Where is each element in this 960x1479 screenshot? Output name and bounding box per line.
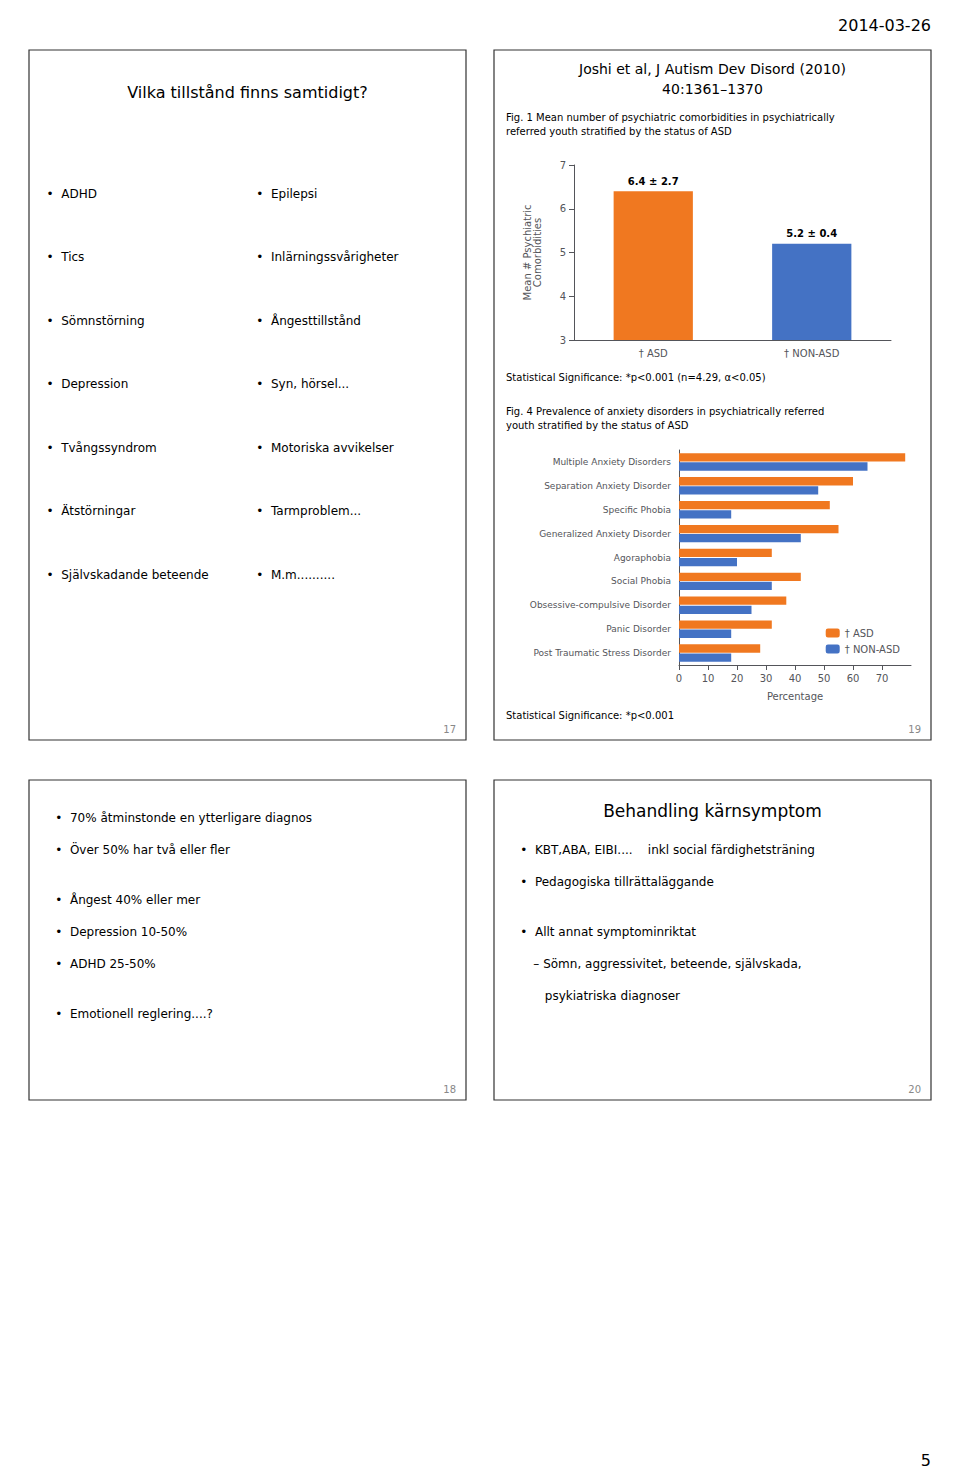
svg-text:Statistical Significance: *p<0: Statistical Significance: *p<0.001 (n=4.… <box>506 372 766 383</box>
svg-text:referred youth stratified by t: referred youth stratified by the status … <box>506 126 732 137</box>
svg-text:Multiple Anxiety Disorders: Multiple Anxiety Disorders <box>553 457 672 467</box>
svg-text:70: 70 <box>876 673 889 684</box>
svg-text:• Depression 10-50%: • Depression 10-50% <box>55 925 187 939</box>
svg-text:• Över 50% har två eller fler: • Över 50% har två eller fler <box>55 841 230 857</box>
svg-text:• ADHD: • ADHD <box>46 187 96 201</box>
svg-text:• Motoriska avvikelser: • Motoriska avvikelser <box>256 441 394 455</box>
svg-text:6: 6 <box>560 203 566 214</box>
svg-text:• KBT,ABA, EIBI.... inkl s: • KBT,ABA, EIBI.... inkl social färdighe… <box>520 843 815 857</box>
svg-text:• Självskadande beteende: • Självskadande beteende <box>46 568 208 582</box>
svg-text:4: 4 <box>560 291 566 302</box>
svg-text:• Syn, hörsel...: • Syn, hörsel... <box>256 377 349 391</box>
svg-text:Mean # Psychiatric: Mean # Psychiatric <box>521 204 533 301</box>
svg-text:40: 40 <box>789 673 802 684</box>
svg-text:Joshi et al, J Autism Dev Diso: Joshi et al, J Autism Dev Disord (2010) <box>578 61 846 77</box>
svg-text:Social Phobia: Social Phobia <box>611 576 671 586</box>
svg-text:Generalized Anxiety Disorder: Generalized Anxiety Disorder <box>539 529 671 539</box>
svg-text:• Depression: • Depression <box>46 377 128 391</box>
svg-text:5: 5 <box>921 1451 931 1470</box>
svg-text:Percentage: Percentage <box>767 691 823 702</box>
svg-text:Comorbidities: Comorbidities <box>532 218 543 287</box>
svg-text:20: 20 <box>731 673 744 684</box>
svg-text:• M.m..........: • M.m.......... <box>256 568 335 582</box>
svg-text:† NON-ASD: † NON-ASD <box>845 644 901 655</box>
svg-text:5: 5 <box>560 247 566 258</box>
svg-text:• Allt annat symptominriktat: • Allt annat symptominriktat <box>520 925 696 939</box>
svg-text:• Tvångssyndrom: • Tvångssyndrom <box>46 441 156 455</box>
svg-text:Panic Disorder: Panic Disorder <box>606 624 671 634</box>
svg-text:• Inlärningssvårigheter: • Inlärningssvårigheter <box>256 250 398 264</box>
svg-text:20: 20 <box>908 1084 921 1095</box>
svg-text:Statistical Significance: *p<0: Statistical Significance: *p<0.001 <box>506 710 674 721</box>
svg-text:10: 10 <box>702 673 715 684</box>
svg-text:60: 60 <box>847 673 860 684</box>
svg-text:• Ätstörningar: • Ätstörningar <box>46 503 135 518</box>
svg-text:19: 19 <box>908 724 921 735</box>
svg-text:Fig. 1 Mean number of psychiat: Fig. 1 Mean number of psychiatric comorb… <box>506 112 835 123</box>
svg-text:2014-03-26: 2014-03-26 <box>838 16 931 35</box>
svg-text:psykiatriska diagnoser: psykiatriska diagnoser <box>533 989 680 1003</box>
svg-text:– Sömn, aggressivitet, beteend: – Sömn, aggressivitet, beteende, självsk… <box>533 957 801 971</box>
svg-text:• Pedagogiska tillrättaläggan: • Pedagogiska tillrättaläggande <box>520 875 714 889</box>
svg-text:7: 7 <box>560 160 566 171</box>
svg-text:Fig. 4 Prevalence of anxiety d: Fig. 4 Prevalence of anxiety disorders i… <box>506 406 824 417</box>
svg-text:youth stratified by the status: youth stratified by the status of ASD <box>506 420 689 431</box>
svg-text:• Epilepsi: • Epilepsi <box>256 187 317 201</box>
svg-text:Separation Anxiety Disorder: Separation Anxiety Disorder <box>544 481 671 491</box>
svg-text:Obsessive-compulsive Disorder: Obsessive-compulsive Disorder <box>530 600 671 610</box>
svg-text:6.4 ± 2.7: 6.4 ± 2.7 <box>628 176 679 187</box>
svg-text:• 70% åtminstonde en ytterlig: • 70% åtminstonde en ytterligare diagnos <box>55 811 312 825</box>
svg-text:Behandling kärnsymptom: Behandling kärnsymptom <box>603 801 822 821</box>
svg-text:3: 3 <box>560 335 566 346</box>
svg-text:• Tarmproblem...: • Tarmproblem... <box>256 504 361 518</box>
svg-text:40:1361–1370: 40:1361–1370 <box>662 81 763 97</box>
svg-text:Post Traumatic Stress Disorder: Post Traumatic Stress Disorder <box>533 648 671 658</box>
svg-text:0: 0 <box>676 673 682 684</box>
svg-text:Specific Phobia: Specific Phobia <box>603 505 671 515</box>
svg-text:Vilka tillstånd finns samtidig: Vilka tillstånd finns samtidigt? <box>127 83 368 102</box>
svg-text:17: 17 <box>443 724 456 735</box>
svg-text:• Emotionell reglering....?: • Emotionell reglering....? <box>55 1007 213 1021</box>
svg-text:• Sömnstörning: • Sömnstörning <box>46 314 144 328</box>
svg-text:• Ångest 40% eller mer: • Ångest 40% eller mer <box>55 892 200 907</box>
svg-text:30: 30 <box>760 673 773 684</box>
svg-text:18: 18 <box>443 1084 456 1095</box>
svg-text:• Tics: • Tics <box>46 250 84 264</box>
svg-text:50: 50 <box>818 673 831 684</box>
svg-text:5.2 ± 0.4: 5.2 ± 0.4 <box>786 228 837 239</box>
svg-text:† NON-ASD: † NON-ASD <box>784 348 840 359</box>
svg-text:Agoraphobia: Agoraphobia <box>614 553 671 563</box>
svg-text:• ADHD 25-50%: • ADHD 25-50% <box>55 957 156 971</box>
svg-text:† ASD: † ASD <box>639 348 668 359</box>
svg-text:† ASD: † ASD <box>845 628 874 639</box>
svg-text:• Ångesttillstånd: • Ångesttillstånd <box>256 313 361 328</box>
